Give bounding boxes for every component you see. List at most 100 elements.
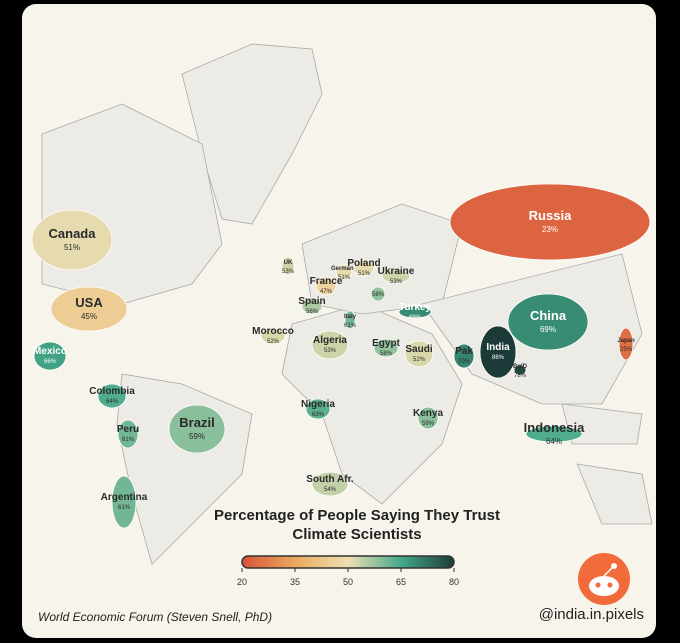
country-shape (507, 293, 589, 351)
country-value: 61% (344, 323, 357, 329)
country-shape (513, 364, 527, 376)
country-shape (381, 268, 411, 284)
country-shape (305, 398, 331, 420)
country-shape (117, 419, 139, 449)
country-shape (311, 471, 349, 497)
country-name: South Afr. (306, 474, 354, 485)
country-shape (33, 341, 67, 371)
country-name: Canada (49, 226, 97, 241)
country-shape (281, 256, 295, 276)
country-shape (370, 286, 386, 302)
country-shape (618, 327, 634, 361)
country-value: 58% (372, 292, 385, 298)
country-name: Japan (617, 338, 635, 344)
country-value: 56% (306, 309, 319, 315)
country-shape (453, 343, 475, 369)
country-value: 86% (492, 355, 505, 361)
country-value: 78% (514, 373, 527, 379)
country-shape (260, 327, 286, 345)
country-shape (449, 183, 651, 261)
country-name: Turkey (399, 302, 431, 313)
country-value: 66% (44, 359, 57, 365)
country-value: 58% (380, 351, 393, 357)
country-value: 53% (282, 269, 295, 275)
legend-tick-label: 65 (396, 577, 406, 587)
country-value: 61% (122, 437, 135, 443)
handle: @india.in.pixels (538, 606, 644, 623)
country-value: 59% (189, 432, 205, 441)
country-name: Kenya (413, 408, 443, 419)
country-shape (479, 325, 517, 379)
country-shape (111, 475, 137, 529)
country-shape (168, 404, 226, 454)
country-shape (525, 425, 583, 443)
country-name: France (310, 276, 343, 287)
country-shape (398, 305, 432, 319)
country-shape (353, 259, 375, 277)
country-value: 69% (409, 315, 422, 321)
country-value: 25% (620, 347, 633, 353)
legend-tick-label: 20 (237, 577, 247, 587)
country-shape (50, 286, 128, 332)
country-value: 64% (546, 437, 562, 446)
chart-title: Percentage of People Saying They Trust C… (214, 507, 500, 543)
country-name: UK (284, 260, 293, 266)
country-name: Algeria (313, 335, 347, 346)
country-value: 70% (458, 359, 471, 365)
country-value: 53% (324, 348, 337, 354)
country-value: 63% (312, 412, 325, 418)
country-name: USA (75, 295, 103, 310)
country-shape (311, 330, 349, 360)
country-shape (301, 297, 323, 315)
country-value: 51% (64, 243, 80, 252)
country-name: Colombia (89, 386, 135, 397)
legend-tick-label: 50 (343, 577, 353, 587)
color-scale (241, 555, 455, 569)
country-name: Italy (344, 314, 357, 320)
country-value: 47% (320, 289, 333, 295)
country-value: 64% (106, 399, 119, 405)
country-name: Pak (455, 346, 473, 357)
country-name: Ukraine (378, 266, 415, 277)
country-value: 61% (118, 505, 131, 511)
country-name: India (486, 342, 510, 353)
country-shape (404, 340, 434, 368)
country-shape (31, 209, 113, 271)
world-map: Canada 51% USA 45% Mexico 66% Colombia 64% Peru 6… (31, 43, 653, 605)
country-name: Saudi (405, 344, 432, 355)
country-shape (315, 276, 337, 296)
country-name: Spain (298, 296, 325, 307)
country-shape (373, 338, 399, 358)
country-value: 52% (267, 339, 280, 345)
country-name: Brazil (179, 415, 214, 430)
country-shape (97, 383, 127, 409)
country-name: Argentina (101, 492, 148, 503)
countries: Canada 51% USA 45% Mexico 66% Colombia 64% Peru 6… (31, 183, 651, 529)
country-name: Peru (117, 424, 139, 435)
country-value: 45% (81, 312, 97, 321)
source: World Economic Forum (Steven Snell, PhD) (38, 610, 273, 624)
country-name: Morocco (252, 326, 294, 337)
country-value: 51% (338, 275, 351, 281)
country-shape (417, 406, 439, 430)
country-name: China (530, 308, 567, 323)
country-shape (344, 310, 356, 330)
country-name: Mexico (33, 346, 67, 357)
country-value: 51% (358, 271, 371, 277)
country-name: BglD (513, 364, 528, 370)
country-name: Egypt (372, 338, 400, 349)
country-name: Nigeria (301, 399, 335, 410)
country-name: Indonesia (524, 420, 585, 435)
country-value: 59% (422, 421, 435, 427)
country-value: 69% (540, 325, 556, 334)
country-value: 52% (413, 357, 426, 363)
country-name: Germany (331, 266, 358, 272)
country-name: Russia (529, 208, 572, 223)
legend: 20 35 50 65 80 (237, 555, 459, 587)
legend-tick-label: 35 (290, 577, 300, 587)
country-value: 54% (324, 487, 337, 493)
reddit-icon (578, 553, 630, 605)
legend-tick-label: 80 (449, 577, 459, 587)
country-name: Poland (347, 258, 380, 269)
